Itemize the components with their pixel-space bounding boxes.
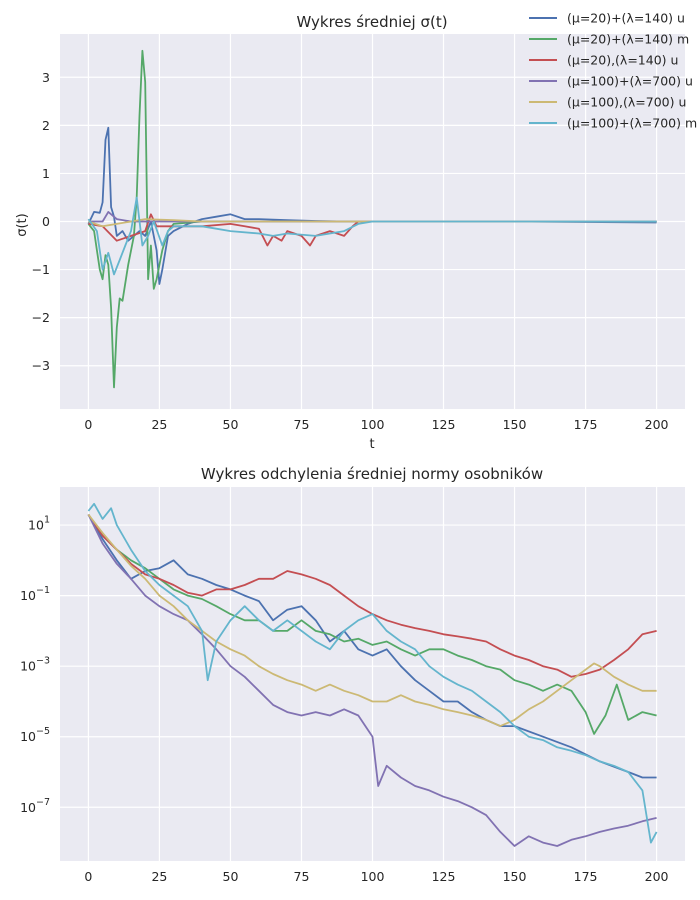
series-line-6 (87, 196, 657, 276)
y-tick-label: 10−5 (20, 726, 50, 744)
norm-ticks: 0 25 50 75 100 125 150 175 200 101 10−1 10−3 10−5 10−… (20, 515, 668, 884)
series-line-1 (87, 126, 657, 285)
norm-series (87, 502, 658, 847)
x-tick-label: 175 (574, 417, 598, 432)
series-line-2 (87, 513, 657, 735)
y-tick-label: 101 (28, 515, 50, 533)
x-tick-label: 0 (84, 417, 92, 432)
legend-entry: (μ=100)+(λ=700) u (567, 74, 693, 89)
sigma-y-label: σ(t) (15, 213, 30, 236)
x-tick-label: 150 (503, 417, 527, 432)
x-tick-label: 50 (223, 417, 239, 432)
x-tick-label: 125 (432, 869, 456, 884)
legend-entry: (μ=100)+(λ=700) m (567, 116, 697, 131)
x-tick-label: 175 (574, 869, 598, 884)
x-tick-label: 100 (361, 869, 385, 884)
legend: (μ=20)+(λ=140) u (μ=20)+(λ=140) m (μ=20),(… (529, 11, 697, 131)
y-tick-label: 10−1 (20, 585, 50, 603)
x-tick-label: 25 (151, 417, 167, 432)
legend-entry: (μ=20),(λ=140) u (567, 53, 678, 68)
y-tick-label: −2 (32, 310, 50, 325)
x-tick-label: 75 (294, 869, 310, 884)
series-line-2 (87, 49, 657, 389)
x-tick-label: 50 (223, 869, 239, 884)
sigma-grid (60, 34, 685, 409)
x-tick-label: 100 (361, 417, 385, 432)
x-tick-label: 200 (645, 417, 669, 432)
x-tick-label: 25 (151, 869, 167, 884)
sigma-ticks: 0 25 50 75 100 125 150 175 200 −3 −2 −1 0 1 2 3 (32, 70, 669, 432)
norm-chart-title: Wykres odchylenia średniej normy osobnik… (201, 465, 543, 483)
sigma-x-label: t (369, 437, 374, 452)
sigma-series (87, 49, 657, 389)
series-line-5 (87, 513, 657, 727)
y-tick-label: 10−3 (20, 656, 50, 674)
norm-deviation-chart: 0 25 50 75 100 125 150 175 200 101 10−1 10−3 10−5 10−… (20, 465, 685, 884)
legend-entry: (μ=20)+(λ=140) u (567, 11, 685, 26)
y-tick-label: −3 (32, 358, 50, 373)
y-tick-label: 10−7 (20, 797, 50, 815)
y-tick-label: 3 (42, 70, 50, 85)
x-tick-label: 200 (645, 869, 669, 884)
y-tick-label: 1 (42, 166, 50, 181)
norm-grid (60, 487, 685, 861)
y-tick-label: 2 (42, 118, 50, 133)
y-tick-label: −1 (32, 262, 50, 277)
x-tick-label: 150 (503, 869, 527, 884)
legend-entry: (μ=100),(λ=700) u (567, 95, 686, 110)
series-line-4 (87, 514, 657, 847)
x-tick-label: 0 (84, 869, 92, 884)
x-tick-label: 125 (432, 417, 456, 432)
y-tick-label: 0 (42, 214, 50, 229)
sigma-chart: 0 25 50 75 100 125 150 175 200 −3 −2 −1 0 1 2 3 Wykres … (15, 11, 697, 453)
legend-entry: (μ=20)+(λ=140) m (567, 32, 689, 47)
sigma-chart-title: Wykres średniej σ(t) (296, 13, 447, 31)
x-tick-label: 75 (294, 417, 310, 432)
series-line-6 (87, 502, 658, 844)
